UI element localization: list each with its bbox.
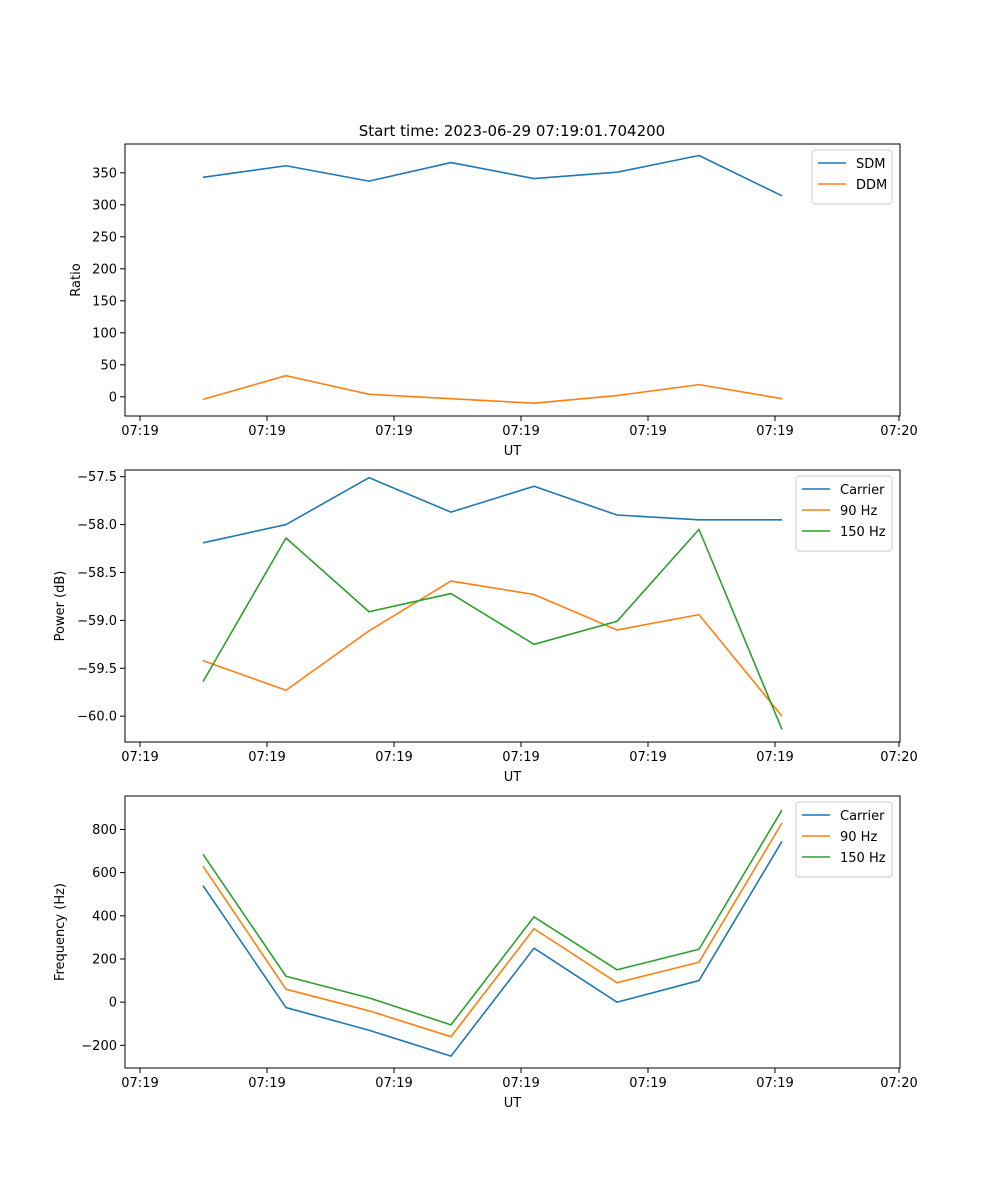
y-tick-label: −58.0 xyxy=(77,518,117,533)
y-tick-label: −59.0 xyxy=(77,614,117,629)
y-tick-label: −58.5 xyxy=(77,566,117,581)
plot-frame xyxy=(124,469,901,743)
y-tick-label: −60.0 xyxy=(77,710,117,725)
y-tick-label: 200 xyxy=(92,952,117,967)
series-line-sdm xyxy=(202,154,783,197)
x-tick-label: 07:19 xyxy=(502,1076,539,1091)
x-tick-label: 07:20 xyxy=(880,424,917,439)
legend-label: Carrier xyxy=(840,483,885,498)
legend-box xyxy=(795,475,893,552)
x-tick-label: 07:19 xyxy=(502,424,539,439)
x-tick-label: 07:20 xyxy=(880,1076,917,1091)
y-tick-label: 600 xyxy=(92,866,117,881)
series-line-carrier xyxy=(202,840,783,1057)
x-tick-label: 07:19 xyxy=(248,424,285,439)
x-tick-label: 07:19 xyxy=(375,750,412,765)
y-tick-label: 100 xyxy=(92,326,117,341)
y-tick-label: −200 xyxy=(81,1039,117,1054)
y-tick-label: 350 xyxy=(92,166,117,181)
y-tick-label: 0 xyxy=(109,996,117,1011)
legend-label: 150 Hz xyxy=(840,525,886,540)
x-axis-label: UT xyxy=(504,1096,522,1111)
x-tick-label: 07:19 xyxy=(629,1076,666,1091)
plot-frame xyxy=(124,143,901,417)
x-tick-label: 07:19 xyxy=(629,750,666,765)
x-tick-label: 07:19 xyxy=(629,424,666,439)
series-line-carrier xyxy=(202,476,782,544)
plot-frame xyxy=(124,795,901,1069)
x-tick-label: 07:19 xyxy=(375,1076,412,1091)
legend-box xyxy=(795,801,893,878)
series-line-90-hz xyxy=(202,822,783,1038)
chart-panel-3: 07:19 07:19 07:19 07:19 07:19 07:19 07:20 −200 0… xyxy=(53,795,918,1111)
panels: 07:19 07:19 07:19 07:19 07:19 07:19 07:20 0 50 10… xyxy=(53,143,918,1111)
y-tick-label: 0 xyxy=(109,390,117,405)
x-tick-label: 07:19 xyxy=(121,1076,158,1091)
series-line-90-hz xyxy=(202,580,783,717)
y-tick-label: −59.5 xyxy=(77,662,117,677)
y-tick-label: −57.5 xyxy=(77,470,117,485)
legend: Carrier 90 Hz 150 Hz xyxy=(795,801,893,878)
x-tick-label: 07:20 xyxy=(880,750,917,765)
legend-label: DDM xyxy=(856,178,887,193)
legend-label: 150 Hz xyxy=(840,851,886,866)
legend: SDM DDM xyxy=(811,149,893,205)
y-axis-label: Power (dB) xyxy=(53,571,68,642)
x-axis-label: UT xyxy=(504,444,522,459)
x-axis-label: UT xyxy=(504,770,522,785)
x-tick-label: 07:19 xyxy=(248,750,285,765)
x-tick-label: 07:19 xyxy=(502,750,539,765)
figure-title: Start time: 2023-06-29 07:19:01.704200 xyxy=(359,122,665,140)
y-tick-label: 50 xyxy=(100,358,117,373)
legend-label: Carrier xyxy=(840,809,885,824)
legend-label: 90 Hz xyxy=(840,830,877,845)
x-tick-label: 07:19 xyxy=(248,1076,285,1091)
series-line-150-hz xyxy=(202,809,783,1026)
y-tick-label: 800 xyxy=(92,823,117,838)
x-tick-label: 07:19 xyxy=(756,1076,793,1091)
x-tick-label: 07:19 xyxy=(756,424,793,439)
y-tick-label: 400 xyxy=(92,909,117,924)
y-tick-label: 150 xyxy=(92,294,117,309)
x-tick-label: 07:19 xyxy=(756,750,793,765)
series-line-150-hz xyxy=(202,528,783,730)
x-tick-label: 07:19 xyxy=(375,424,412,439)
y-tick-label: 250 xyxy=(92,230,117,245)
chart-panel-1: 07:19 07:19 07:19 07:19 07:19 07:19 07:20 0 50 10… xyxy=(69,143,918,459)
legend-label: SDM xyxy=(856,157,885,172)
chart-panel-2: 07:19 07:19 07:19 07:19 07:19 07:19 07:20 −60.0… xyxy=(53,469,918,785)
legend: Carrier 90 Hz 150 Hz xyxy=(795,475,893,552)
legend-label: 90 Hz xyxy=(840,504,877,519)
x-tick-label: 07:19 xyxy=(121,424,158,439)
x-tick-label: 07:19 xyxy=(121,750,158,765)
y-axis-label: Ratio xyxy=(69,263,84,296)
y-tick-label: 300 xyxy=(92,198,117,213)
series-line-ddm xyxy=(202,374,783,405)
y-axis-label: Frequency (Hz) xyxy=(53,883,68,981)
y-tick-label: 200 xyxy=(92,262,117,277)
